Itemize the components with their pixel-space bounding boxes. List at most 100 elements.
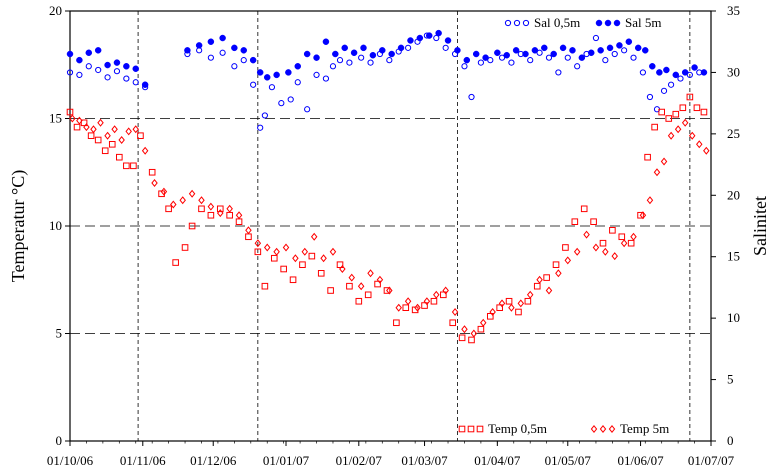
data-point	[282, 243, 290, 252]
data-point	[691, 64, 698, 71]
data-point	[207, 202, 215, 211]
data-point	[454, 47, 461, 54]
data-point	[433, 290, 440, 299]
data-point	[268, 84, 276, 91]
data-point	[310, 232, 318, 241]
data-point	[346, 282, 353, 290]
data-point	[688, 131, 696, 140]
data-point	[416, 34, 424, 42]
data-point	[667, 81, 675, 88]
data-point	[66, 50, 74, 58]
data-point	[498, 299, 506, 308]
data-point	[350, 49, 358, 57]
data-point	[132, 79, 139, 86]
data-point	[76, 116, 83, 125]
data-point	[660, 87, 668, 94]
left-tick-label: 5	[56, 326, 63, 341]
series-temp-0-5m	[66, 93, 708, 344]
data-point	[468, 93, 475, 101]
data-point	[606, 44, 614, 52]
data-point	[644, 153, 651, 161]
data-point	[76, 56, 83, 64]
data-point	[188, 189, 196, 198]
data-point	[646, 196, 654, 205]
data-point	[254, 239, 262, 248]
data-point	[421, 302, 428, 309]
data-point	[85, 49, 93, 57]
data-points	[66, 29, 710, 344]
data-point	[472, 50, 480, 58]
data-point	[141, 146, 149, 155]
x-tick-label: 01/03/07	[401, 453, 448, 468]
data-point	[181, 244, 189, 251]
data-point	[496, 304, 503, 311]
data-point	[686, 93, 694, 101]
data-point	[435, 29, 442, 37]
legend-marker	[467, 425, 475, 433]
legend-marker	[595, 19, 603, 27]
data-point	[360, 44, 367, 52]
data-point	[545, 54, 553, 61]
data-point	[508, 59, 515, 66]
data-point	[123, 63, 130, 70]
data-point	[299, 261, 306, 268]
data-point	[85, 63, 92, 70]
data-point	[574, 63, 581, 70]
data-point	[597, 47, 604, 54]
data-point	[527, 57, 534, 64]
data-point	[322, 75, 330, 82]
right-tick-label: 15	[727, 249, 740, 264]
data-point	[332, 50, 339, 58]
data-point	[216, 205, 224, 213]
data-point	[263, 243, 271, 252]
right-tick-label: 20	[727, 187, 740, 202]
data-point	[292, 254, 299, 263]
data-point	[273, 247, 280, 256]
data-point	[125, 127, 132, 136]
data-point	[386, 286, 393, 295]
data-point	[526, 290, 534, 299]
data-point	[97, 118, 104, 127]
x-tick-label: 01/01/07	[263, 453, 310, 468]
data-point	[402, 304, 410, 311]
data-point	[137, 132, 144, 139]
left-tick-label: 15	[49, 111, 62, 126]
data-point	[358, 54, 365, 61]
data-point	[263, 74, 271, 81]
data-point	[442, 44, 449, 51]
data-point	[552, 261, 560, 268]
data-point	[231, 44, 238, 52]
data-point	[278, 100, 285, 107]
data-point	[148, 168, 156, 176]
data-point	[327, 287, 334, 294]
data-point	[320, 254, 327, 263]
data-point	[250, 81, 257, 88]
data-point	[533, 282, 541, 290]
legend-marker	[513, 19, 521, 27]
legend-salinity: Sal 0,5m Sal 5m	[504, 15, 661, 30]
data-point	[677, 75, 684, 82]
data-point	[541, 44, 548, 52]
data-point	[379, 47, 386, 54]
data-point	[285, 69, 292, 76]
data-point	[294, 63, 302, 70]
data-point	[505, 297, 513, 305]
data-point	[477, 325, 485, 333]
data-point	[104, 61, 111, 69]
data-point	[458, 334, 466, 342]
data-point	[461, 63, 468, 70]
left-tick-label: 0	[56, 433, 63, 448]
data-point	[123, 162, 130, 170]
data-point	[588, 49, 595, 57]
data-point	[649, 63, 656, 70]
data-point	[195, 42, 203, 49]
legend-marker	[522, 19, 530, 27]
x-tick-label: 01/10/06	[47, 453, 94, 468]
data-point	[642, 47, 649, 54]
gridlines	[70, 11, 711, 441]
data-point	[555, 269, 562, 278]
data-point	[592, 34, 600, 42]
data-point	[660, 157, 668, 166]
x-tick-label: 01/04/07	[474, 453, 521, 468]
data-point	[700, 108, 708, 116]
